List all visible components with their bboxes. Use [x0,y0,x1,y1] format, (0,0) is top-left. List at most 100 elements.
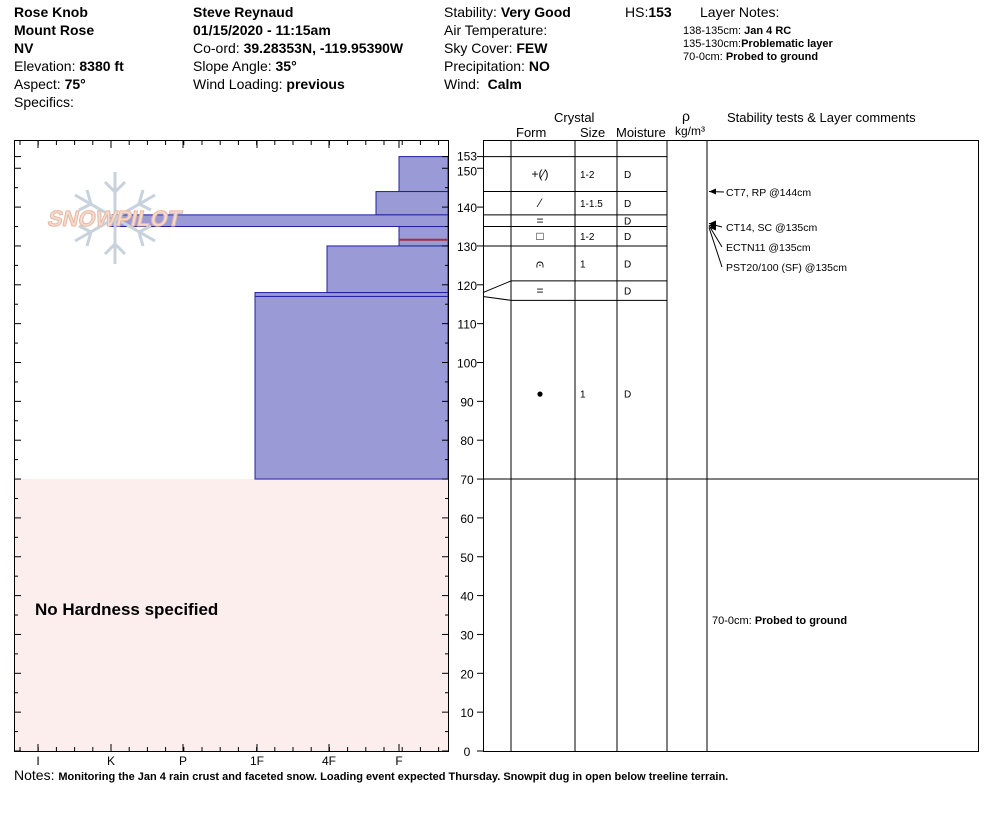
aspect: Aspect: 75° [14,76,86,92]
stability-test-label: PST20/100 (SF) @135cm [726,262,847,274]
hardness-layer-bar [375,191,449,216]
probe-note: Probed to ground [754,615,848,627]
y-tick-label: 10 [460,706,474,720]
y-tick-label: 100 [457,357,477,371]
slope-label: Slope Angle: [193,58,272,74]
form-heading: Form [516,125,547,140]
y-tick-label: 50 [460,551,474,565]
hardness-layer-bar [398,156,449,193]
stability-test-pointer [708,225,723,248]
layer-note-range: 70-0cm: [683,51,723,63]
layer-connector [482,280,512,294]
stability-test-label: CT14, SC @135cm [726,222,817,234]
layer-note-range: 138-135cm: [683,25,742,37]
layer-note-text: Probed to ground [725,51,819,63]
y-tick-label: 0 [464,745,471,759]
crystal-form-symbol: ⁄ [536,196,543,210]
wind-loading-label: Wind Loading: [193,76,283,92]
elevation-label: Elevation: [14,58,76,74]
hardness-label: F [395,754,402,768]
crystal-size: 1 [580,259,586,270]
slope-value: 35° [275,58,297,74]
crystal-size: 1-1.5 [580,199,603,210]
layer-connector [482,295,512,301]
hardness-frame [14,140,449,752]
notes-label: Notes: [14,767,55,783]
y-tick-label: 20 [460,667,474,681]
hardness-layer-bar [398,226,449,247]
density-unit: kg/m³ [675,124,705,138]
layer-note-text: Problematic layer [741,38,833,50]
wind: Wind: Calm [444,76,522,92]
wind-loading: Wind Loading: previous [193,76,345,92]
moisture-value: D [624,232,631,243]
stability-label: Stability: [444,4,497,20]
hardness-layer-bar [254,295,449,480]
y-tick-label: 130 [457,240,477,254]
layer-note-3: 70-0cm: Probed to ground [683,51,818,63]
logo-text: SNOWPILOT [46,206,185,231]
y-tick-label: 60 [460,512,474,526]
coord-value: 39.28353N, -119.95390W [243,40,404,56]
sky-value: FEW [516,40,548,56]
air-temp-label: Air Temperature: [444,22,548,38]
hardness-label: 4F [322,754,336,768]
crystal-form-symbol: = [536,284,543,298]
precip-label: Precipitation: [444,58,525,74]
hardness-layer-bar [254,292,449,297]
y-tick-label: 150 [457,164,477,178]
precipitation: Precipitation: NO [444,58,550,74]
y-tick-label: 80 [460,434,474,448]
hardness-label: P [179,754,187,768]
moisture-value: D [624,199,631,210]
crystal-form-symbol: = [536,214,543,228]
stability: Stability: Very Good [444,4,571,20]
layer-note-text: Jan 4 RC [744,25,792,37]
hs-label: HS: [625,4,649,20]
stability-test-label: ECTN11 @135cm [726,242,811,254]
y-tick-label: 30 [460,628,474,642]
crystal-size: 1-2 [580,232,595,243]
date-time: 01/15/2020 - 11:15am [193,22,331,38]
coord-label: Co-ord: [193,40,240,56]
layer-note-range: 135-130cm: [683,38,742,50]
specifics-label: Specifics: [14,94,74,110]
crystal-heading: Crystal [554,110,595,125]
wind-label: Wind: [444,76,480,92]
hardness-label: K [107,754,115,768]
moisture-value: D [624,170,631,181]
location-name: Rose Knob [14,4,88,20]
hs: HS:153 [625,4,672,20]
sky-label: Sky Cover: [444,40,513,56]
crystal-size: 1-2 [580,170,595,181]
stability-test-arrowhead [709,188,716,195]
size-heading: Size [580,125,606,140]
wind-loading-value: previous [286,76,345,92]
moisture-value: D [624,287,631,298]
crystal-form-symbol: +(⁄) [531,167,548,181]
aspect-value: 75° [64,76,86,92]
layer-note-1: 138-135cm: Jan 4 RC [683,25,791,37]
sky-cover: Sky Cover: FEW [444,40,547,56]
layer-note-2: 135-130cm:Problematic layer [683,38,833,50]
stability-value: Very Good [500,4,571,20]
moisture-value: D [624,217,631,228]
stability-test-arrowhead [709,224,716,231]
hs-value: 153 [648,4,672,20]
y-tick-label: 153 [457,150,477,164]
layer-notes-title: Layer Notes: [700,4,780,20]
crystal-form-symbol: ⩀ [536,256,544,270]
coordinates: Co-ord: 39.28353N, -119.95390W [193,40,403,56]
precip-value: NO [528,58,550,74]
y-tick-label: 110 [457,318,476,332]
stability-tests-heading: Stability tests & Layer comments [727,110,916,125]
crystal-size: 1 [580,389,586,400]
elevation: Elevation: 8380 ft [14,58,124,74]
hardness-label: 1F [250,754,264,768]
y-tick-label: 40 [460,590,474,604]
y-tick-label: 140 [457,201,477,215]
probe-range: 70-0cm: [712,615,752,627]
y-tick-label: 70 [460,473,474,487]
crystal-form-symbol: □ [536,229,543,243]
slope-angle: Slope Angle: 35° [193,58,297,74]
